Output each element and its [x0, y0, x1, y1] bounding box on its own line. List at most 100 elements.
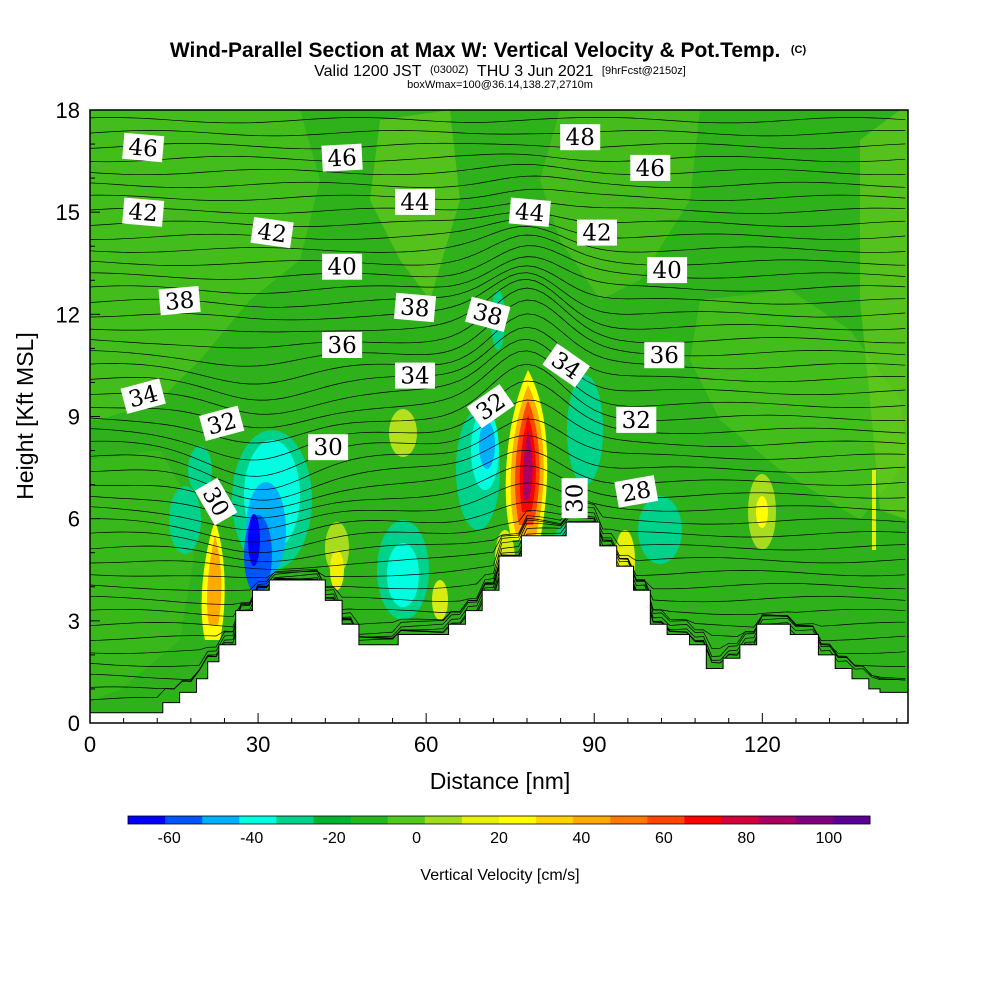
colorbar-swatch [350, 816, 389, 824]
colorbar-tick-label: -40 [240, 830, 263, 847]
colorbar-tick-label: 100 [815, 830, 842, 847]
colorbar-tick-label: 0 [412, 830, 421, 847]
theta-contour-line [90, 503, 906, 554]
contour-label: 40 [322, 253, 363, 281]
contour-label-text: 42 [582, 221, 611, 247]
colorbar-frame [127, 815, 871, 825]
contour-label-box [321, 143, 363, 172]
contour-label-text: 44 [514, 199, 545, 227]
contour-label-text: 42 [127, 199, 158, 227]
x-tick-label: 60 [414, 732, 438, 757]
theta-contour-line [90, 482, 906, 531]
contour-label: 32 [616, 406, 657, 434]
theta-contour-line [90, 520, 906, 618]
colorbar-tick-label: 80 [737, 830, 755, 847]
colorbar-swatch [128, 816, 166, 824]
contour-label-text: 28 [620, 477, 653, 508]
contour-label: 40 [647, 257, 688, 284]
velocity-patch [330, 550, 344, 590]
chart-subtitle: Valid 1200 JST (0300Z) THU 3 Jun 2021 [9… [314, 60, 686, 80]
theta-contour-line [90, 498, 906, 543]
velocity-patch [756, 496, 768, 528]
contour-label-box [508, 197, 551, 227]
contour-label-box [647, 257, 688, 284]
velocity-patch [207, 535, 222, 625]
velocity-patch [169, 486, 201, 554]
y-axis-label: Height [Kft MSL] [12, 332, 38, 499]
contour-label-text: 46 [327, 145, 358, 172]
contour-label: 38 [393, 292, 437, 323]
theta-contour-line [90, 117, 906, 124]
x-axis-label: Distance [nm] [430, 768, 571, 794]
theta-contour-line [90, 516, 906, 605]
contour-label: 36 [322, 332, 363, 359]
theta-contour-line [90, 530, 906, 680]
colorbar-swatch [573, 816, 611, 824]
colorbar-swatch [202, 816, 240, 824]
velocity-patch [479, 421, 495, 469]
y-tick-label: 12 [56, 302, 80, 327]
theta-contour-line [90, 435, 906, 501]
theta-contour-line [90, 418, 906, 491]
colorbar-tick-label: -60 [158, 830, 181, 847]
contour-label-box [614, 475, 659, 508]
colorbar-swatch [461, 816, 500, 824]
y-tick-label: 18 [56, 98, 80, 123]
contour-label-text: 38 [399, 294, 430, 322]
contour-label-box [199, 405, 245, 442]
contour-label: 46 [122, 132, 165, 163]
contour-label: 46 [321, 143, 363, 172]
theta-contour-line [90, 287, 906, 349]
contour-label: 42 [122, 197, 165, 227]
colorbar: -60 -40 -20 0 20 40 60 80 100 [127, 815, 871, 847]
contour-label-text: 34 [400, 364, 429, 390]
theta-contour-line [90, 153, 906, 163]
theta-contour-line [90, 256, 906, 294]
contour-label-box [466, 384, 515, 429]
theta-contour-line [90, 338, 906, 415]
x-tick-label: 30 [246, 732, 270, 757]
colorbar-swatch [795, 816, 834, 824]
colorbar-swatch [276, 816, 314, 824]
contour-label-box [616, 406, 657, 433]
colorbar-swatch [647, 816, 685, 824]
y-tick-label: 0 [68, 711, 80, 736]
terrain [90, 521, 908, 723]
theta-contour-line [90, 218, 906, 240]
contour-label: 42 [250, 216, 294, 249]
contour-label: 30 [308, 434, 349, 461]
theta-contour-line [90, 245, 906, 280]
contour-label-box [158, 286, 201, 316]
theta-contour-line [90, 363, 906, 444]
contour-label-text: 44 [400, 190, 429, 216]
theta-contour-line [90, 175, 906, 189]
theta-contour-line [90, 225, 906, 253]
contour-label: 38 [158, 286, 201, 316]
contour-label: 44 [395, 188, 435, 216]
colorbar-swatch [758, 816, 797, 824]
contour-label-box [322, 332, 363, 358]
velocity-patch [432, 580, 448, 620]
theta-contour-line [90, 164, 906, 176]
y-tick-label: 6 [68, 507, 80, 532]
contour-label-box [250, 216, 294, 249]
contour-label-text: 36 [327, 333, 356, 359]
contour-label-text: 36 [650, 343, 679, 369]
theta-contour-line [90, 326, 906, 401]
theta-contour-line [90, 525, 906, 628]
colorbar-label: Vertical Velocity [cm/s] [420, 867, 579, 884]
contour-label-box [322, 253, 363, 280]
contour-label-box [122, 197, 165, 227]
contour-label-box [393, 292, 437, 323]
contour-label: 42 [577, 219, 617, 247]
contour-label-text: 40 [327, 255, 356, 281]
theta-contour-line [90, 272, 906, 321]
contour-label-box [542, 343, 591, 388]
plot-area [90, 110, 908, 723]
theta-contour-line [90, 234, 906, 266]
colorbar-tick-label: 40 [573, 830, 591, 847]
colorbar-swatch [536, 816, 574, 824]
chart-title: Wind-Parallel Section at Max W: Vertical… [170, 39, 807, 62]
